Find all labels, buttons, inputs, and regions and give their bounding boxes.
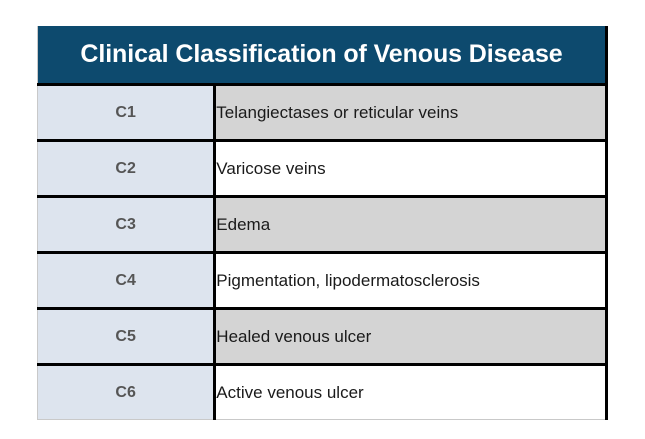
class-label-c2: C2 <box>37 140 217 198</box>
class-label-c5: C5 <box>37 308 217 366</box>
class-label-c6: C6 <box>37 364 217 420</box>
class-description-c6: Active venous ulcer <box>214 364 608 420</box>
table-row: C2 Varicose veins <box>37 140 608 198</box>
class-description-c3: Edema <box>214 196 608 254</box>
table-row: C4 Pigmentation, lipodermatosclerosis <box>37 252 608 310</box>
table-row: C5 Healed venous ulcer <box>37 308 608 366</box>
class-label-c1: C1 <box>37 84 217 142</box>
table-title: Clinical Classification of Venous Diseas… <box>37 26 608 86</box>
clinical-classification-table: Clinical Classification of Venous Diseas… <box>37 26 608 420</box>
class-description-c1: Telangiectases or reticular veins <box>214 84 608 142</box>
class-description-c2: Varicose veins <box>214 140 608 198</box>
table-row: C3 Edema <box>37 196 608 254</box>
class-label-c3: C3 <box>37 196 217 254</box>
class-description-c5: Healed venous ulcer <box>214 308 608 366</box>
table-header-row: Clinical Classification of Venous Diseas… <box>37 26 608 86</box>
class-description-c4: Pigmentation, lipodermatosclerosis <box>214 252 608 310</box>
class-label-c4: C4 <box>37 252 217 310</box>
table-row: C1 Telangiectases or reticular veins <box>37 84 608 142</box>
table-row: C6 Active venous ulcer <box>37 364 608 420</box>
